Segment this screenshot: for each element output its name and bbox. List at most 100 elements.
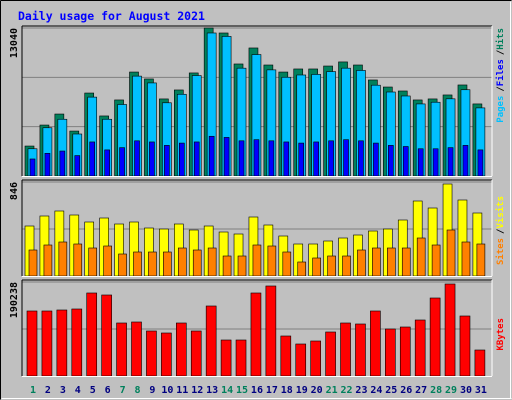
x-tick-label: 29: [445, 385, 457, 396]
bar: [56, 309, 68, 377]
x-tick-label: 22: [341, 385, 353, 396]
bar: [134, 140, 140, 177]
bar: [192, 249, 202, 277]
bar: [28, 249, 38, 277]
bar: [431, 244, 441, 277]
legend-separator: /: [496, 86, 506, 91]
bar: [163, 251, 172, 277]
bar: [149, 141, 155, 177]
bar: [89, 141, 96, 177]
bar: [252, 244, 262, 277]
x-tick-label: 7: [120, 385, 126, 396]
bar: [313, 141, 319, 177]
bar: [238, 140, 245, 177]
x-tick-label: 30: [460, 385, 472, 396]
bar: [372, 247, 381, 277]
x-tick-label: 13: [206, 385, 218, 396]
legend-entry: Pages: [496, 96, 506, 123]
legend-entry: Visits: [495, 196, 506, 229]
bar: [179, 142, 185, 177]
bar: [459, 315, 471, 377]
x-tick-label: 3: [60, 385, 66, 396]
legend: KBytes: [496, 318, 506, 351]
bar: [253, 139, 260, 177]
bar: [414, 319, 426, 377]
legend-separator: /: [496, 50, 506, 55]
bar: [298, 142, 305, 177]
y-tick-label: 190238: [9, 282, 20, 318]
x-tick-label: 8: [134, 385, 140, 396]
bar: [462, 145, 469, 177]
legend-entry: Hits: [495, 28, 506, 50]
bar: [146, 330, 157, 377]
bar: [417, 148, 424, 177]
x-tick-label: 1: [30, 385, 36, 396]
x-tick-label: 11: [176, 385, 188, 396]
bar: [282, 251, 292, 277]
bar: [328, 140, 334, 177]
legend-entry: Sites: [495, 238, 506, 265]
x-tick-label: 15: [236, 385, 248, 396]
y-tick-label: 13040: [9, 28, 20, 58]
bar: [342, 255, 351, 277]
bar: [223, 137, 230, 177]
bar: [474, 349, 486, 377]
bar: [208, 135, 215, 177]
bar: [133, 251, 142, 277]
bar: [71, 308, 83, 377]
y-tick-label: 846: [9, 182, 20, 200]
legend-entry: Files: [495, 59, 506, 86]
bar: [131, 321, 142, 377]
x-tick-label: 25: [385, 385, 397, 396]
bar: [118, 253, 127, 277]
x-tick-label: 28: [430, 385, 442, 396]
x-tick-label: 18: [281, 385, 293, 396]
bar: [310, 340, 321, 377]
bar: [340, 322, 351, 377]
x-tick-label: 17: [266, 385, 278, 396]
bar: [103, 245, 112, 277]
bar: [29, 158, 36, 177]
x-tick-label: 27: [415, 385, 427, 396]
bar: [237, 255, 247, 277]
bar: [267, 245, 277, 277]
x-tick-label: 31: [475, 385, 487, 396]
x-tick-label: 21: [326, 385, 338, 396]
bar: [446, 229, 456, 277]
x-tick-label: 9: [149, 385, 155, 396]
x-tick-label: 24: [370, 385, 382, 396]
legend-entry: KBytes: [496, 318, 506, 351]
bar: [358, 140, 364, 177]
bar: [43, 244, 53, 277]
bar: [385, 328, 396, 377]
x-tick-label: 23: [355, 385, 367, 396]
bar: [86, 292, 98, 377]
legend-separator: /: [496, 229, 506, 234]
bar: [327, 255, 336, 277]
bar: [161, 332, 172, 377]
chart-title: Daily usage for August 2021: [18, 9, 205, 23]
bar: [447, 147, 454, 177]
bar: [207, 247, 217, 277]
x-tick-label: 26: [400, 385, 412, 396]
bar: [59, 150, 66, 177]
bar: [402, 146, 409, 177]
bar: [429, 297, 441, 377]
bar: [477, 149, 484, 177]
bar: [387, 247, 396, 277]
bar: [101, 294, 112, 377]
bar: [388, 145, 394, 177]
bar: [343, 139, 349, 177]
x-tick-label: 2: [45, 385, 51, 396]
bar: [250, 292, 262, 377]
bar: [235, 339, 247, 377]
bar: [41, 310, 53, 377]
x-tick-label: 14: [221, 385, 233, 396]
bar: [401, 247, 411, 277]
x-tick-label: 5: [90, 385, 96, 396]
bar: [58, 241, 68, 277]
x-tick-label: 20: [311, 385, 323, 396]
bar: [265, 285, 277, 377]
x-tick-label: 19: [296, 385, 308, 396]
